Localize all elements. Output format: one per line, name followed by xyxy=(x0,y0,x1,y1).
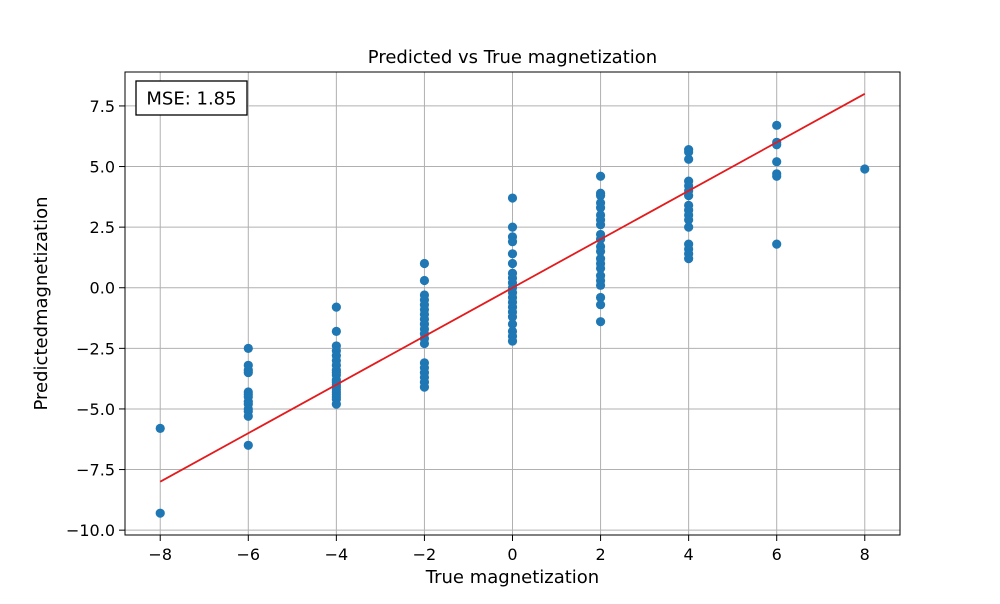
y-tick-label: −2.5 xyxy=(76,339,115,358)
scatter-point xyxy=(507,336,518,346)
scatter-point xyxy=(772,157,782,167)
scatter-point xyxy=(243,343,253,353)
x-tick-label: −2 xyxy=(413,545,437,564)
y-tick-label: −5.0 xyxy=(76,400,115,419)
x-tick-label: 4 xyxy=(684,545,694,564)
scatter-point xyxy=(419,275,430,286)
y-axis-label: Predictedmagnetization xyxy=(31,197,52,411)
scatter-point xyxy=(507,249,518,259)
scatter-point xyxy=(684,222,694,232)
scatter-point xyxy=(507,312,518,322)
reference-line xyxy=(159,93,866,483)
scatter-point xyxy=(684,254,694,264)
scatter-point xyxy=(684,154,694,164)
scatter-point xyxy=(507,193,518,203)
scatter-point xyxy=(507,237,518,247)
x-tick-label: 0 xyxy=(507,545,517,564)
x-tick-label: 2 xyxy=(595,545,605,564)
scatter-point xyxy=(243,367,253,378)
scatter-point xyxy=(595,300,606,310)
scatter-point xyxy=(595,191,606,201)
scatter-point xyxy=(595,246,606,256)
y-tick-label: 0.0 xyxy=(90,279,115,298)
scatter-point xyxy=(772,171,782,181)
mse-annotation-box xyxy=(135,80,248,116)
scatter-point xyxy=(595,263,606,273)
reference-line-group xyxy=(159,93,866,483)
y-tick-label: −10.0 xyxy=(66,521,115,540)
scatter-point xyxy=(507,258,518,269)
scatter-point xyxy=(595,280,606,290)
scatter-point xyxy=(860,164,870,174)
data-points xyxy=(155,120,870,518)
scatter-point xyxy=(507,319,518,329)
scatter-point xyxy=(595,220,606,230)
scatter-point xyxy=(243,440,253,450)
scatter-point xyxy=(595,203,606,213)
x-axis-ticks: −8 −6 −4 −2 0 2 4 6 8 xyxy=(148,535,870,564)
y-tick-label: 2.5 xyxy=(90,218,115,237)
x-tick-label: −4 xyxy=(325,545,349,564)
x-tick-label: 6 xyxy=(772,545,782,564)
mse-annotation-text: MSE: 1.85 xyxy=(146,89,236,110)
x-tick-label: 8 xyxy=(860,545,870,564)
scatter-point xyxy=(772,120,782,130)
scatter-point xyxy=(331,326,341,336)
y-tick-label: 5.0 xyxy=(90,158,115,177)
scatter-point xyxy=(684,147,694,157)
y-axis-ticks: −10.0 −7.5 −5.0 −2.5 0.0 2.5 5.0 7.5 xyxy=(66,97,125,540)
x-tick-label: −6 xyxy=(236,545,260,564)
scatter-point xyxy=(595,292,606,303)
scatter-point xyxy=(595,317,606,327)
scatter-point xyxy=(331,399,341,409)
chart-title: Predicted vs True magnetization xyxy=(368,47,657,68)
x-axis-label: True magnetization xyxy=(425,567,599,588)
scatter-point xyxy=(331,302,341,312)
scatter-point xyxy=(684,215,694,225)
y-tick-label: −7.5 xyxy=(76,461,115,480)
scatter-point xyxy=(419,382,430,392)
scatter-point xyxy=(155,508,165,518)
scatter-point xyxy=(595,171,606,181)
scatter-point xyxy=(684,191,694,201)
scatter-point xyxy=(507,222,518,232)
scatter-point xyxy=(243,411,253,421)
scatter-point xyxy=(772,140,782,150)
scatter-point xyxy=(419,258,430,269)
scatter-point xyxy=(155,423,165,433)
scatter-point xyxy=(772,239,782,249)
x-tick-label: −8 xyxy=(148,545,172,564)
mse-annotation: MSE: 1.85 xyxy=(135,80,248,116)
y-tick-label: 7.5 xyxy=(90,97,115,116)
scatter-point xyxy=(419,338,430,349)
